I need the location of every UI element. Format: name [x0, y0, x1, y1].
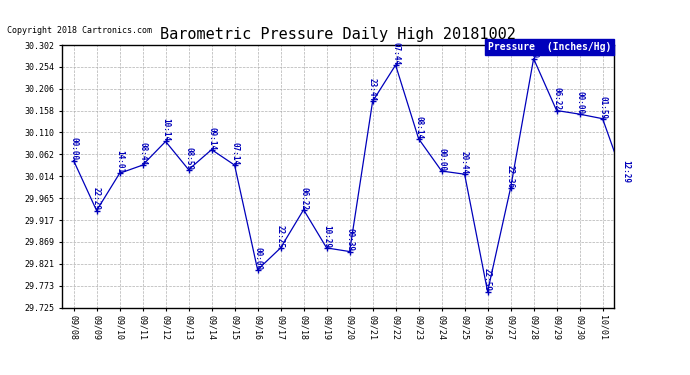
Text: 06:22: 06:22 [299, 187, 308, 210]
Text: 00:00: 00:00 [253, 247, 262, 270]
Text: 08:14: 08:14 [414, 116, 423, 139]
Text: 10:14: 10:14 [161, 118, 170, 141]
Text: 22:36: 22:36 [506, 165, 515, 188]
Text: 23:44: 23:44 [368, 78, 377, 101]
Text: Copyright 2018 Cartronics.com: Copyright 2018 Cartronics.com [7, 26, 152, 35]
Title: Barometric Pressure Daily High 20181002: Barometric Pressure Daily High 20181002 [160, 27, 516, 42]
Text: 00:00: 00:00 [575, 91, 584, 114]
Text: 08:59: 08:59 [184, 147, 193, 170]
Text: 10:29: 10:29 [322, 225, 331, 248]
Text: 20:44: 20:44 [460, 151, 469, 174]
Text: 00:00: 00:00 [69, 137, 78, 160]
Text: 07:44: 07:44 [391, 42, 400, 65]
Text: 00:00: 00:00 [437, 148, 446, 171]
Text: 00:39: 00:39 [345, 228, 354, 252]
Text: 12:29: 12:29 [621, 160, 630, 183]
Text: Pressure  (Inches/Hg): Pressure (Inches/Hg) [488, 42, 611, 52]
Text: 22:29: 22:29 [92, 188, 101, 211]
Text: 22:59: 22:59 [483, 268, 492, 292]
Text: 07:14: 07:14 [230, 142, 239, 165]
Text: 14:01: 14:01 [115, 150, 124, 173]
Text: 09:14: 09:14 [207, 126, 216, 150]
Text: 09: 09 [529, 50, 538, 58]
Text: 01:59: 01:59 [598, 96, 607, 119]
Text: 08:44: 08:44 [138, 142, 147, 165]
Text: 22:25: 22:25 [276, 225, 285, 248]
Text: 06:22: 06:22 [552, 87, 561, 111]
